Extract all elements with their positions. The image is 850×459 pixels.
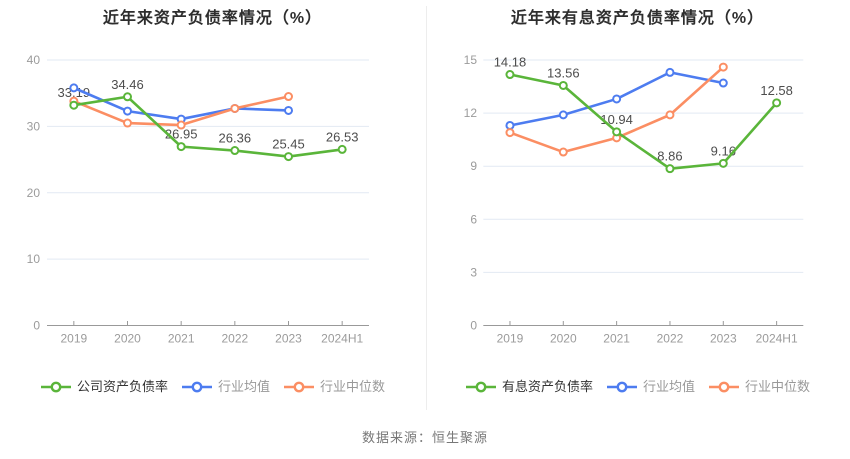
svg-text:25.45: 25.45 <box>272 137 305 152</box>
svg-text:9.16: 9.16 <box>711 143 736 158</box>
line-marker-icon <box>709 381 739 393</box>
legend-item-industry-median[interactable]: 行业中位数 <box>708 379 810 395</box>
svg-text:2020: 2020 <box>550 332 577 346</box>
svg-text:2020: 2020 <box>114 332 141 346</box>
svg-text:3: 3 <box>470 265 477 279</box>
svg-text:0: 0 <box>470 319 477 333</box>
line-marker-icon <box>181 381 212 393</box>
svg-text:10.94: 10.94 <box>600 112 633 127</box>
legend-item-company-interest-debt-ratio[interactable]: 有息资产负债率 <box>465 379 593 395</box>
svg-text:8.86: 8.86 <box>657 149 682 164</box>
svg-text:40: 40 <box>27 53 41 67</box>
svg-text:33.19: 33.19 <box>58 85 91 100</box>
legend-item-industry-average[interactable]: 行业均值 <box>606 379 695 395</box>
line-marker-icon <box>465 381 496 393</box>
svg-text:2019: 2019 <box>497 332 524 346</box>
svg-text:20: 20 <box>27 186 41 200</box>
svg-text:26.53: 26.53 <box>326 129 359 144</box>
svg-text:12: 12 <box>464 106 478 120</box>
legend-label: 行业中位数 <box>320 379 386 394</box>
legend-item-company-debt-ratio[interactable]: 公司资产负债率 <box>40 379 168 395</box>
legend-interest-bearing-debt-ratio: 有息资产负债率 行业均值 行业中位数 <box>425 379 850 395</box>
legend-label: 行业均值 <box>217 379 270 394</box>
svg-text:15: 15 <box>464 53 478 67</box>
svg-text:14.18: 14.18 <box>494 55 527 70</box>
legend-debt-ratio: 公司资产负债率 行业均值 行业中位数 <box>0 379 425 395</box>
source-note: 数据来源：恒生聚源 <box>361 430 488 445</box>
line-marker-icon <box>606 381 637 393</box>
svg-text:6: 6 <box>470 212 477 226</box>
svg-text:2021: 2021 <box>603 332 630 346</box>
legend-label: 行业均值 <box>642 379 695 394</box>
svg-text:2019: 2019 <box>60 332 87 346</box>
svg-text:2024H1: 2024H1 <box>756 332 798 346</box>
chart-title-interest-bearing-debt-ratio: 近年来有息资产负债率情况（%） <box>510 10 765 27</box>
chart-title-debt-ratio: 近年来资产负债率情况（%） <box>102 10 323 27</box>
legend-label: 行业中位数 <box>745 379 811 394</box>
panel-divider <box>426 6 427 410</box>
svg-text:12.58: 12.58 <box>760 83 793 98</box>
svg-text:34.46: 34.46 <box>111 77 144 92</box>
legend-label: 有息资产负债率 <box>501 379 593 394</box>
svg-text:10: 10 <box>27 252 41 266</box>
svg-text:2021: 2021 <box>168 332 195 346</box>
svg-text:13.56: 13.56 <box>547 65 580 80</box>
svg-text:2023: 2023 <box>275 332 302 346</box>
svg-text:9: 9 <box>470 159 477 173</box>
legend-item-industry-average[interactable]: 行业均值 <box>181 379 270 395</box>
line-marker-icon <box>40 381 71 393</box>
legend-item-industry-median[interactable]: 行业中位数 <box>283 379 385 395</box>
svg-text:2024H1: 2024H1 <box>321 332 363 346</box>
legend-label: 公司资产负债率 <box>76 379 168 394</box>
chart-panel-interest-bearing-debt-ratio: 0 3 6 9 12 15 2019 2020 2021 2022 2023 2024H1 14.18 1… <box>425 0 850 412</box>
svg-text:30: 30 <box>27 119 41 133</box>
line-chart-debt-ratio: 0 10 20 30 40 2019 2020 2021 2022 2023 2024H1 33.19… <box>27 53 369 346</box>
svg-text:2022: 2022 <box>657 332 684 346</box>
svg-text:26.36: 26.36 <box>219 131 252 146</box>
svg-text:2022: 2022 <box>221 332 248 346</box>
line-chart-interest-bearing-debt-ratio: 0 3 6 9 12 15 2019 2020 2021 2022 2023 2024H1 14.18 1… <box>464 53 804 346</box>
svg-text:0: 0 <box>33 319 40 333</box>
line-marker-icon <box>284 381 314 393</box>
chart-panel-debt-ratio: 0 10 20 30 40 2019 2020 2021 2022 2023 2024H1 33.19… <box>0 0 425 412</box>
svg-text:2023: 2023 <box>710 332 737 346</box>
